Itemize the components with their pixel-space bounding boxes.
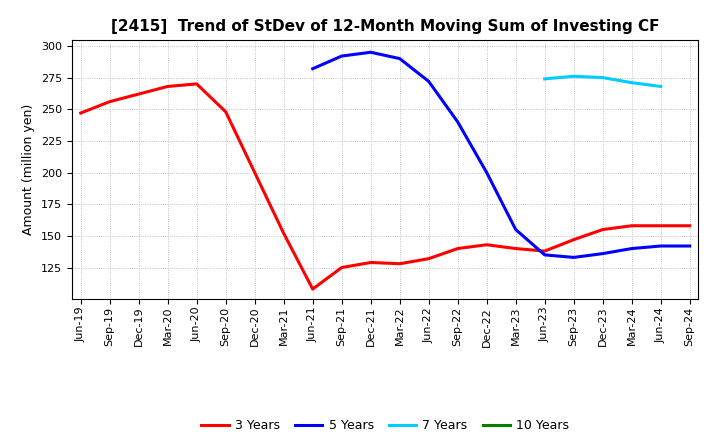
3 Years — [192, 81, 201, 87]
3 Years — [395, 261, 404, 266]
3 Years — [454, 246, 462, 251]
5 Years — [308, 66, 317, 71]
5 Years — [482, 170, 491, 175]
5 Years — [541, 252, 549, 257]
3 Years — [541, 249, 549, 254]
3 Years — [598, 227, 607, 232]
3 Years — [570, 237, 578, 242]
5 Years — [598, 251, 607, 256]
3 Years — [366, 260, 375, 265]
Y-axis label: Amount (million yen): Amount (million yen) — [22, 104, 35, 235]
Line: 7 Years: 7 Years — [545, 76, 661, 86]
Title: [2415]  Trend of StDev of 12-Month Moving Sum of Investing CF: [2415] Trend of StDev of 12-Month Moving… — [111, 19, 660, 34]
5 Years — [366, 50, 375, 55]
Legend: 3 Years, 5 Years, 7 Years, 10 Years: 3 Years, 5 Years, 7 Years, 10 Years — [196, 414, 575, 437]
3 Years — [511, 246, 520, 251]
5 Years — [424, 79, 433, 84]
3 Years — [251, 170, 259, 175]
5 Years — [657, 243, 665, 249]
Line: 3 Years: 3 Years — [81, 84, 690, 289]
5 Years — [338, 53, 346, 59]
3 Years — [482, 242, 491, 247]
3 Years — [105, 99, 114, 104]
3 Years — [308, 286, 317, 292]
7 Years — [627, 80, 636, 85]
3 Years — [76, 110, 85, 116]
5 Years — [511, 227, 520, 232]
5 Years — [454, 119, 462, 125]
5 Years — [395, 56, 404, 61]
7 Years — [541, 76, 549, 81]
5 Years — [570, 255, 578, 260]
7 Years — [598, 75, 607, 80]
5 Years — [685, 243, 694, 249]
3 Years — [221, 109, 230, 114]
3 Years — [424, 256, 433, 261]
3 Years — [279, 231, 288, 236]
3 Years — [135, 92, 143, 97]
7 Years — [570, 73, 578, 79]
3 Years — [685, 223, 694, 228]
3 Years — [627, 223, 636, 228]
7 Years — [657, 84, 665, 89]
3 Years — [657, 223, 665, 228]
Line: 5 Years: 5 Years — [312, 52, 690, 257]
3 Years — [163, 84, 172, 89]
5 Years — [627, 246, 636, 251]
3 Years — [338, 265, 346, 270]
